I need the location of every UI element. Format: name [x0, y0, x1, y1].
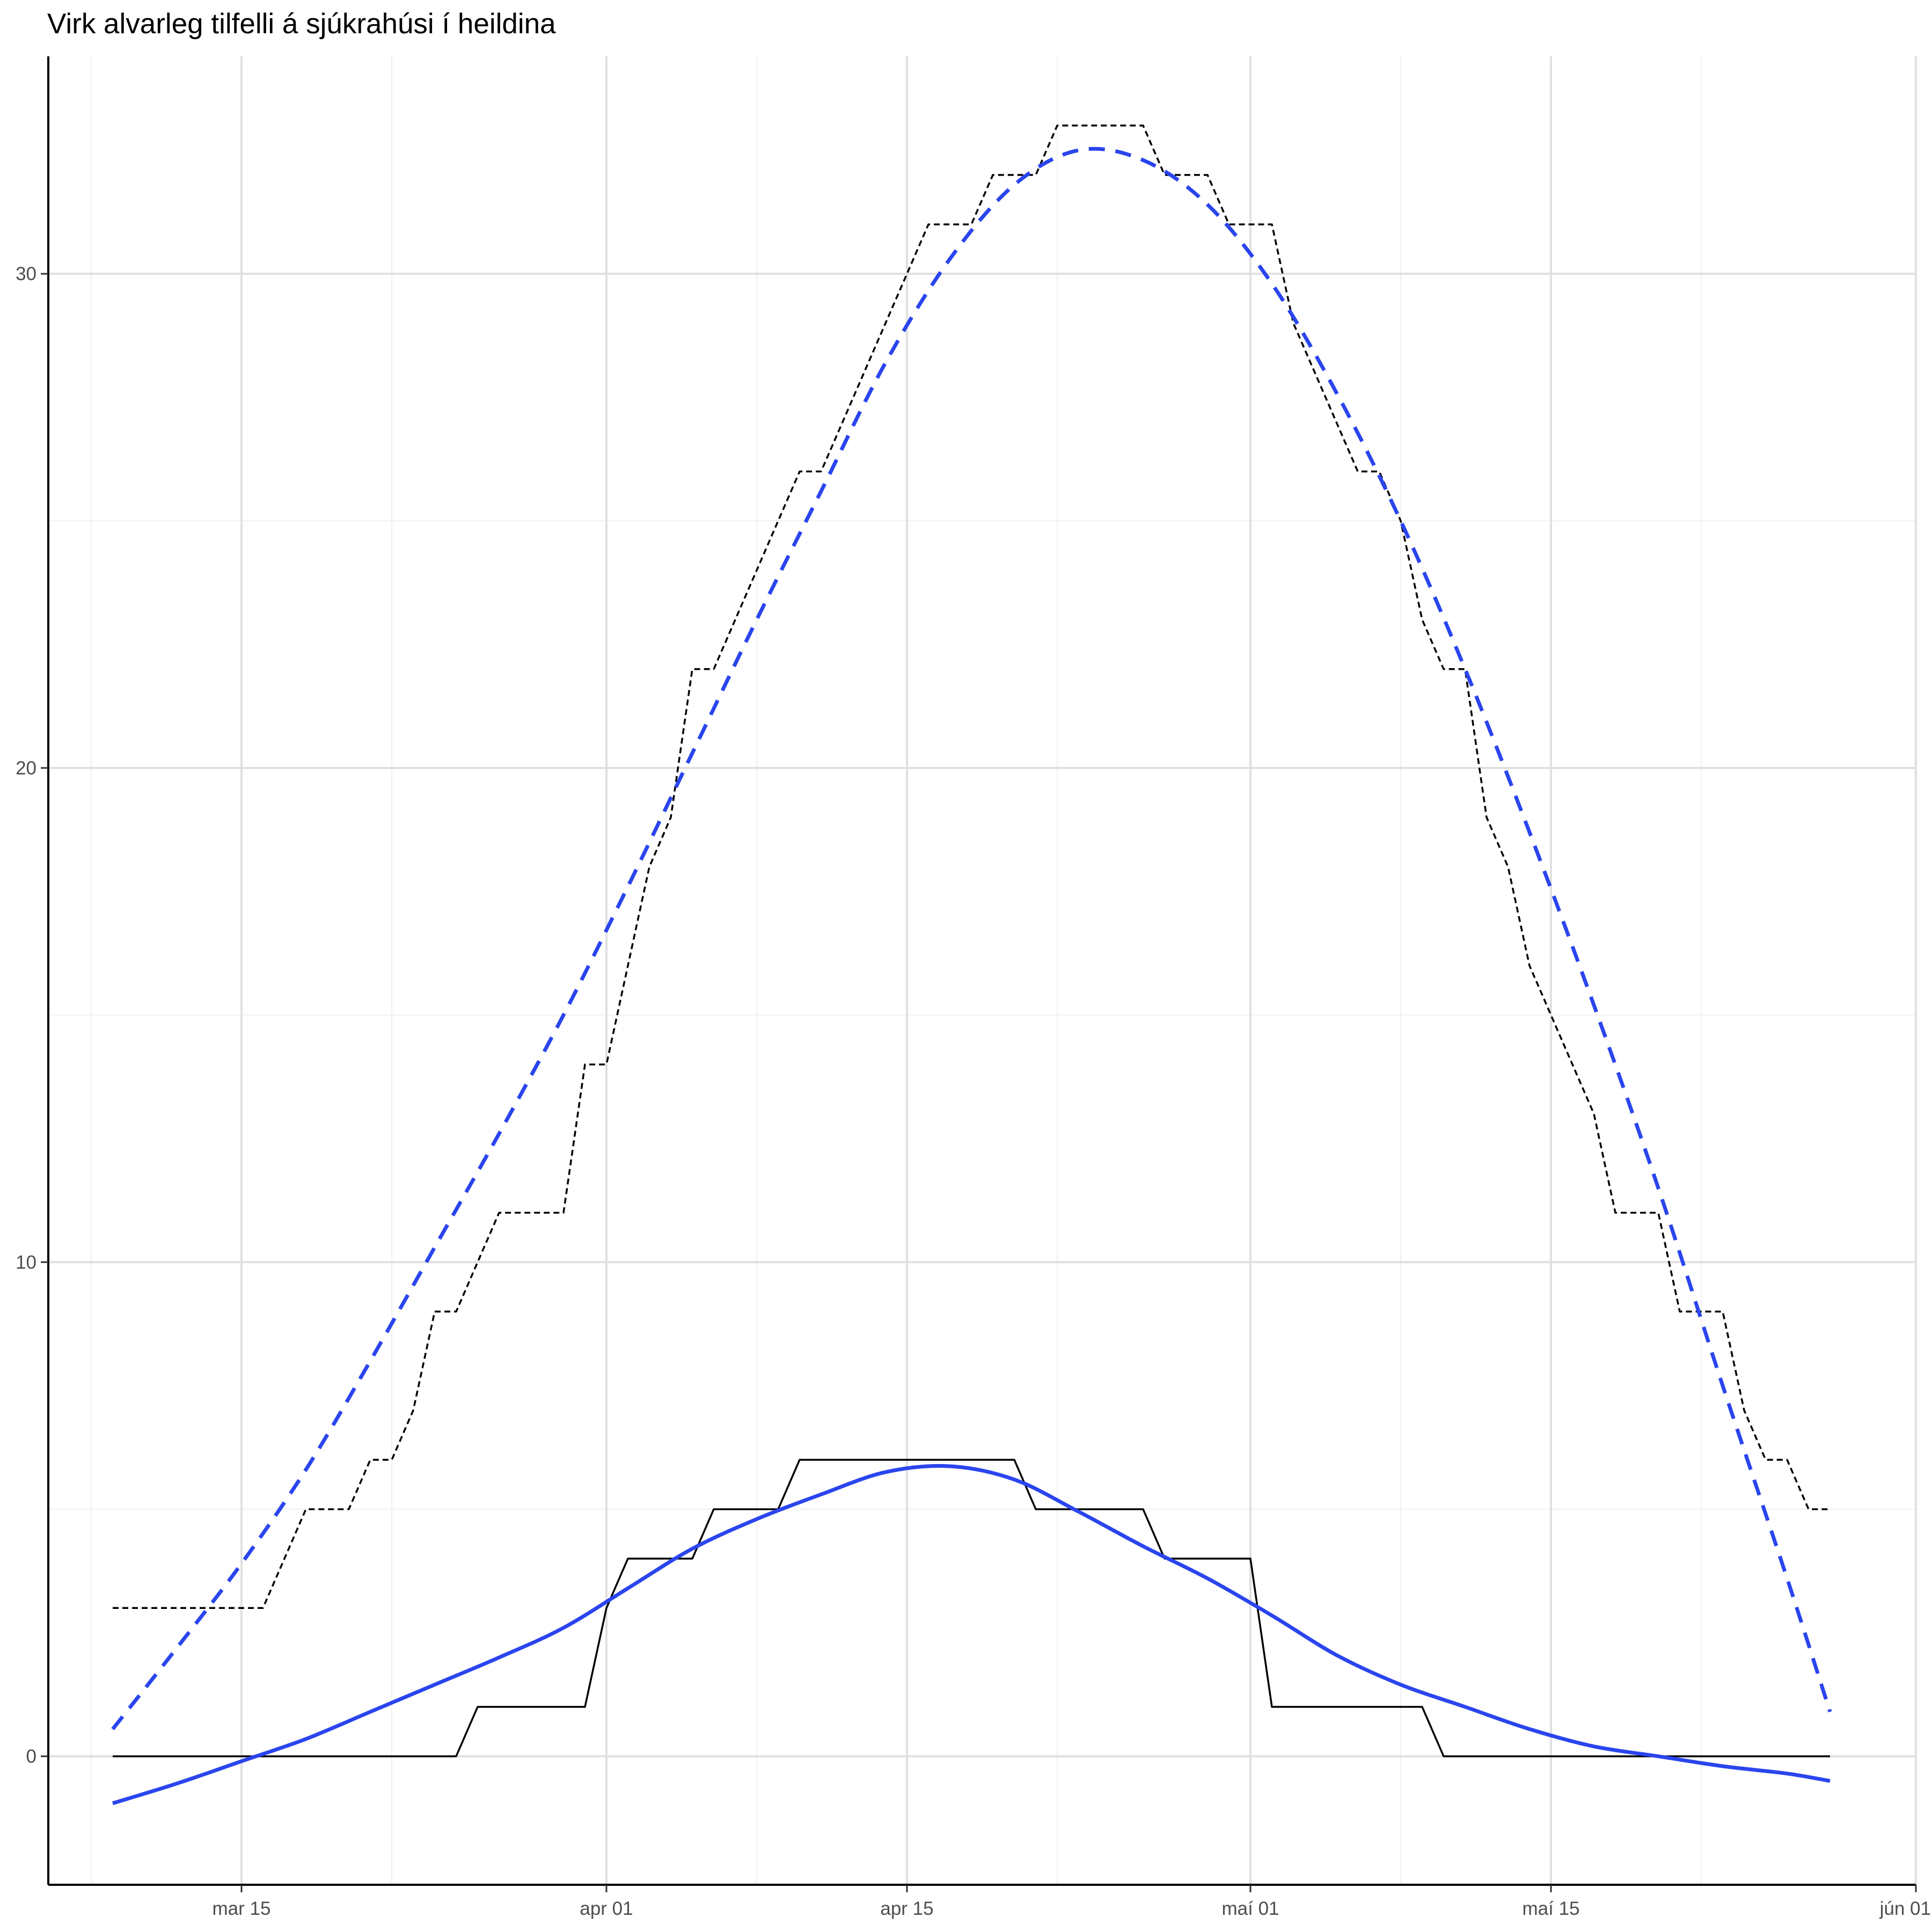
- y-tick-label: 20: [16, 758, 36, 779]
- series-layer: [111, 125, 1832, 1805]
- x-tick-label: apr 15: [880, 1898, 933, 1919]
- x-tick-label: mar 15: [213, 1898, 271, 1919]
- series-line-dashed-black-step: [113, 125, 1830, 1609]
- series-line-dashed-blue-smooth: [111, 147, 1832, 1731]
- series-line-solid-blue-smooth: [112, 1464, 1831, 1805]
- x-tick-label: jún 01: [1879, 1898, 1931, 1919]
- x-tick-label: apr 01: [580, 1898, 633, 1919]
- minor-gridlines: [48, 56, 1916, 1885]
- major-gridlines: [48, 56, 1917, 1885]
- chart-title: Virk alvarleg tilfelli á sjúkrahúsi í he…: [47, 8, 556, 40]
- axes: 0 10 20 30 mar 15 apr 01 apr 15 maí 01 maí 15 jún…: [16, 56, 1931, 1919]
- y-tick-label: 0: [26, 1746, 36, 1767]
- series-line-solid-black-step: [113, 1459, 1830, 1758]
- x-tick-label: maí 15: [1523, 1898, 1580, 1919]
- x-tick-label: maí 01: [1222, 1898, 1279, 1919]
- y-tick-label: 10: [16, 1252, 36, 1273]
- y-tick-label: 30: [16, 264, 36, 284]
